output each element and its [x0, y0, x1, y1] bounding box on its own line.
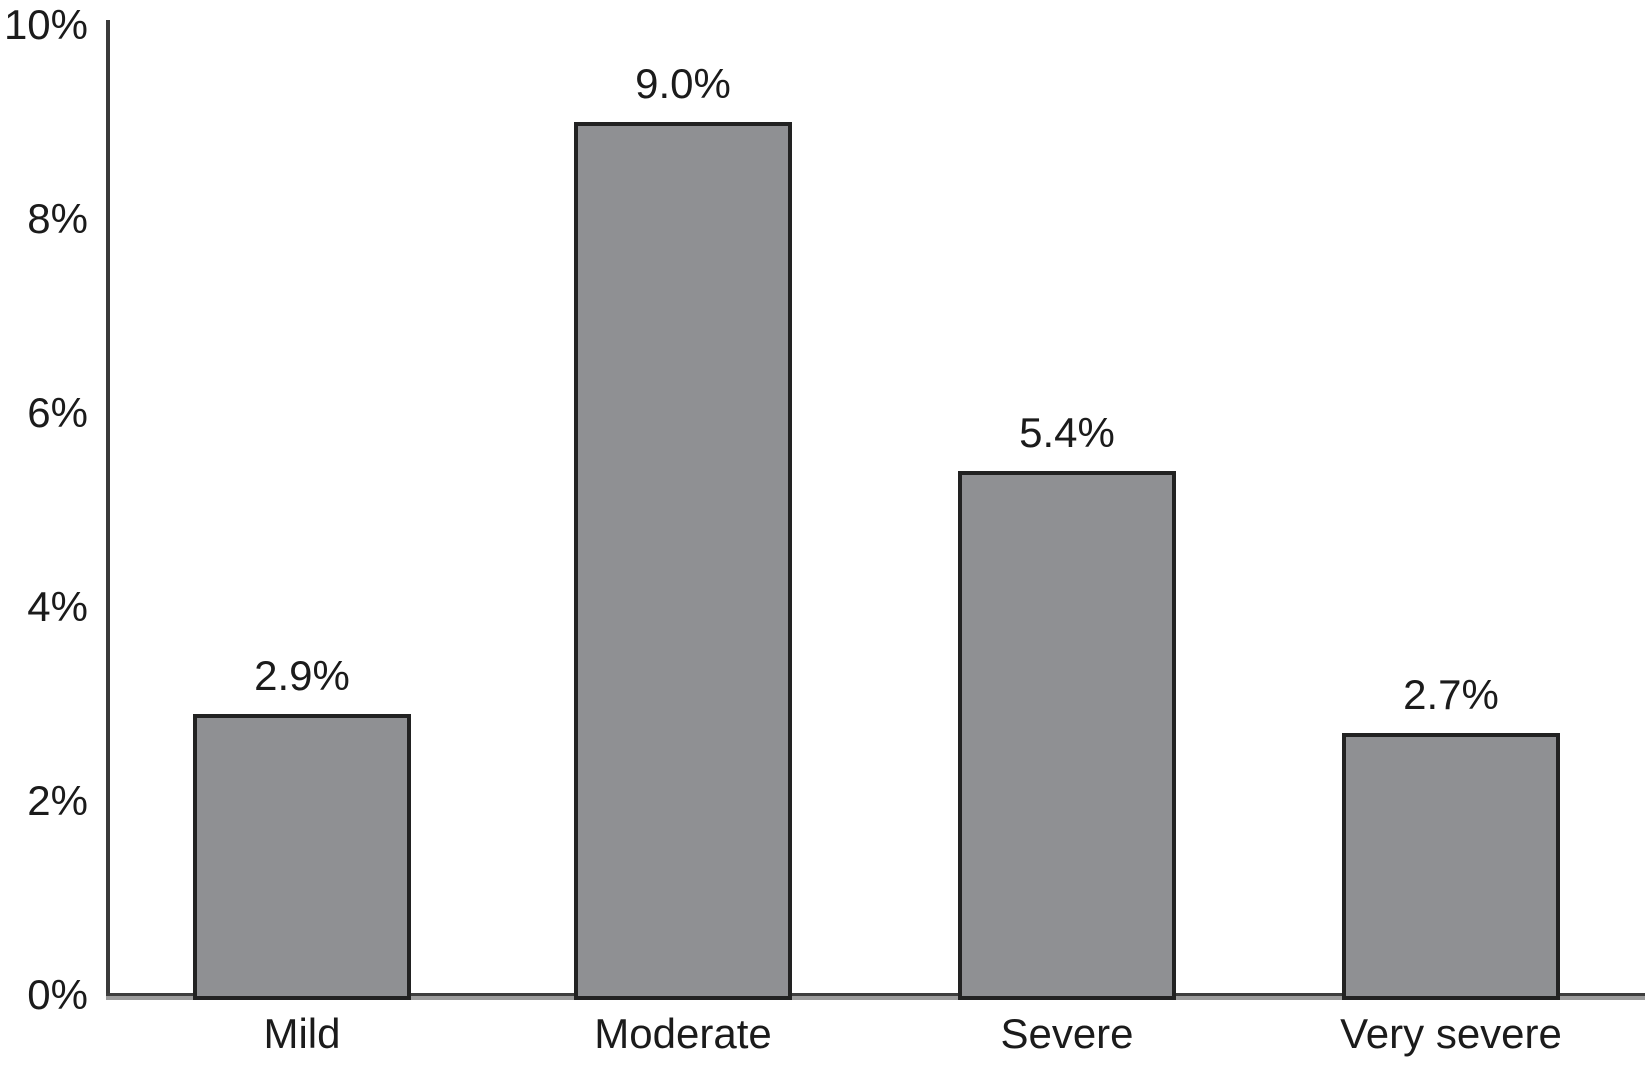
y-tick-label: 4%	[27, 583, 88, 630]
category-label: Very severe	[1340, 1010, 1562, 1057]
bar	[193, 713, 411, 1000]
category-label: Moderate	[594, 1010, 772, 1057]
bar-value-label: 5.4%	[1019, 409, 1115, 457]
category-label: Mild	[263, 1010, 341, 1057]
y-tick-label: 6%	[27, 389, 88, 436]
bar	[574, 122, 792, 1000]
x-axis-line	[106, 993, 1645, 1000]
bar	[1342, 733, 1560, 1000]
y-axis-line	[106, 20, 110, 1000]
bar-value-label: 2.9%	[254, 651, 350, 699]
y-tick-label: 8%	[27, 195, 88, 242]
y-tick-label: 2%	[27, 777, 88, 824]
y-tick-label: 10%	[3, 1, 88, 48]
bar-value-label: 9.0%	[635, 60, 731, 107]
category-label: Severe	[1000, 1010, 1134, 1057]
bar-value-label: 2.7%	[1403, 671, 1499, 719]
bar	[958, 471, 1176, 1000]
y-tick-label: 0%	[27, 971, 88, 1018]
